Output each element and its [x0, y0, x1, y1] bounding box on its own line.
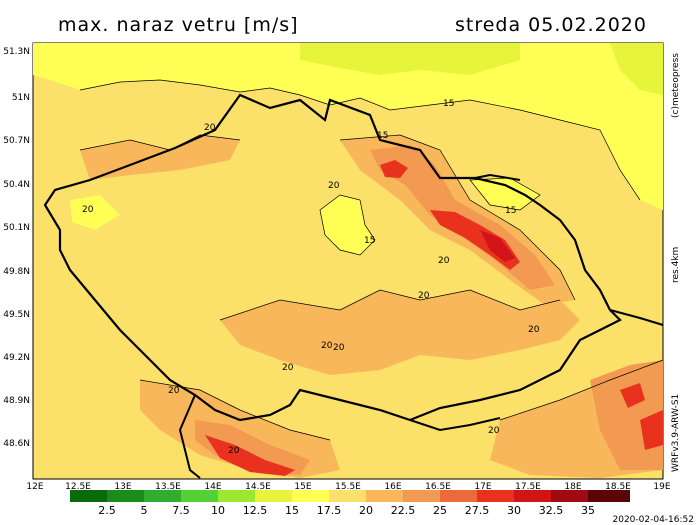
lon-label: 15.5E — [335, 482, 361, 492]
colorbar-swatch — [551, 490, 588, 502]
south-west-orange — [195, 420, 310, 475]
colorbar-swatch — [181, 490, 218, 502]
lon-label: 16E — [384, 482, 402, 492]
colorbar-label: 35 — [581, 504, 595, 517]
lon-label: 18E — [564, 482, 582, 492]
lon-label: 15E — [294, 482, 312, 492]
colorbar-label: 27.5 — [464, 504, 490, 517]
colorbar-swatch — [514, 490, 551, 502]
map-date: streda 05.02.2020 — [455, 14, 647, 36]
contour-label: 20 — [528, 325, 540, 335]
colorbar-label: 32.5 — [538, 504, 564, 517]
lat-label: 50.1N — [3, 223, 30, 233]
contour-label: 15 — [364, 236, 375, 246]
peak-tatra-a — [620, 383, 645, 408]
colorbar-label: 2.5 — [98, 504, 116, 517]
north-east-yellow-pocket — [470, 178, 540, 210]
colorbar-swatch — [329, 490, 366, 502]
colorbar-label: 15 — [285, 504, 299, 517]
central-yellow-pocket — [320, 195, 375, 255]
lon-label: 19E — [653, 482, 671, 492]
west-yellow-pocket — [70, 195, 120, 230]
contour-label: 20 — [328, 181, 340, 191]
colorbar-swatch — [255, 490, 292, 502]
contour-label: 20 — [168, 386, 180, 396]
lat-label: 48.6N — [3, 439, 30, 449]
lon-label: 17E — [474, 482, 492, 492]
map-title: max. naraz vetru [m/s] — [58, 14, 299, 36]
lat-label: 49.5N — [3, 310, 30, 320]
colorbar-label: 5 — [140, 504, 148, 517]
lon-label: 13.5E — [155, 482, 181, 492]
lon-label: 16.5E — [425, 482, 451, 492]
colorbar-label: 22.5 — [390, 504, 416, 517]
colorbar-swatch — [292, 490, 329, 502]
colorbar-label: 30 — [507, 504, 521, 517]
contour-lines — [79, 79, 664, 441]
lat-label: 50.7N — [3, 136, 30, 146]
model-label: WRFv3.9-ARW-S1 — [671, 393, 681, 472]
central-salmon-area — [220, 290, 580, 375]
lon-label: 18.5E — [605, 482, 631, 492]
lon-label: 12E — [26, 482, 44, 492]
north-lightest-area — [300, 43, 520, 75]
colorbar-swatch — [70, 490, 107, 502]
peak-sumava — [205, 435, 295, 476]
colorbar-label: 7.5 — [172, 504, 190, 517]
colorbar-swatch — [107, 490, 144, 502]
colorbar-label: 10 — [211, 504, 225, 517]
contour-label: 15 — [505, 206, 516, 216]
lat-label: 49.2N — [3, 353, 30, 363]
peak-tatra-b — [640, 410, 663, 450]
colorbar-swatch — [366, 490, 403, 502]
contour-label: 20 — [333, 343, 345, 353]
lon-label: 13E — [114, 482, 132, 492]
contour-label: 20 — [82, 205, 94, 215]
contour-label: 20 — [321, 341, 333, 351]
colorbar-label: 17.5 — [316, 504, 342, 517]
resolution-label: res.4km — [671, 246, 681, 283]
colorbar-swatch — [144, 490, 181, 502]
colorbar-swatch — [403, 490, 440, 502]
colorbar-swatch — [218, 490, 255, 502]
colorbar-label: 12.5 — [242, 504, 268, 517]
colorbar — [70, 490, 630, 502]
contour-label: 20 — [488, 426, 500, 436]
issue-timestamp: 2020-02-04-16:52 — [612, 515, 695, 525]
lon-label: 14.5E — [245, 482, 271, 492]
lon-label: 14E — [204, 482, 222, 492]
border-austria-germany — [178, 394, 201, 479]
contour-label: 20 — [282, 363, 294, 373]
contour-label: 15 — [443, 99, 454, 109]
czech-border — [43, 93, 622, 422]
peak-jeseniky-core — [480, 230, 515, 262]
lon-label: 17.5E — [515, 482, 541, 492]
lat-label: 51N — [11, 93, 30, 103]
colorbar-swatch — [477, 490, 514, 502]
north-yellow-area — [33, 43, 663, 210]
colorbar-swatch — [440, 490, 477, 502]
colorbar-label: 20 — [359, 504, 373, 517]
lat-label: 50.4N — [3, 180, 30, 190]
contour-label: 20 — [228, 446, 240, 456]
contour-label: 20 — [204, 123, 216, 133]
contour-label: 15 — [377, 131, 388, 141]
contour-label: 20 — [438, 256, 450, 266]
colorbar-label: 25 — [433, 504, 447, 517]
peak-krkonose — [380, 160, 408, 178]
lat-label: 51.3N — [3, 47, 30, 57]
contour-label: 20 — [418, 291, 430, 301]
border-slovakia-austria — [409, 309, 664, 432]
lat-label: 48.9N — [3, 396, 30, 406]
lon-label: 12.5E — [65, 482, 91, 492]
copyright-label: (c)meteopress — [671, 53, 681, 118]
colorbar-swatch — [588, 490, 630, 502]
lat-label: 49.8N — [3, 267, 30, 277]
ne-lightest-area — [610, 43, 663, 95]
